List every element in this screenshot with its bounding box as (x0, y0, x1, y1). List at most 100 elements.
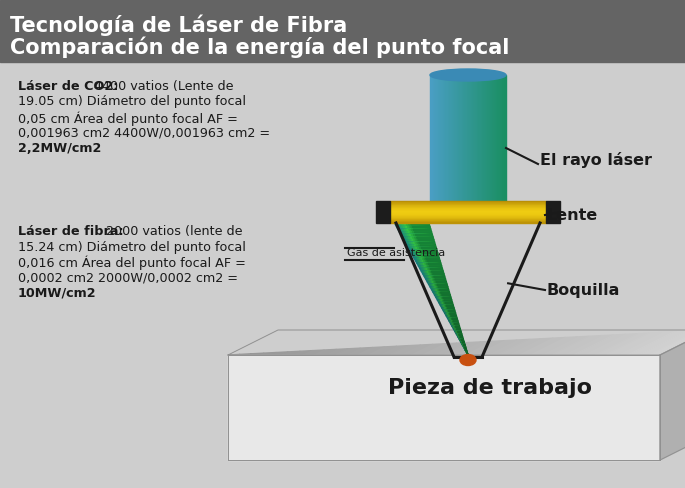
Ellipse shape (460, 354, 476, 366)
Bar (445, 75, 447, 210)
Polygon shape (461, 342, 464, 345)
Polygon shape (454, 324, 460, 326)
Polygon shape (347, 347, 373, 355)
Polygon shape (449, 316, 456, 318)
Polygon shape (434, 282, 445, 284)
Bar (448, 75, 449, 210)
Polygon shape (358, 347, 385, 355)
Polygon shape (451, 316, 457, 318)
Bar (228, 355, 660, 460)
Polygon shape (462, 345, 464, 347)
Polygon shape (427, 274, 439, 276)
Polygon shape (450, 321, 456, 324)
Polygon shape (459, 339, 462, 342)
Polygon shape (440, 297, 449, 300)
Bar (490, 75, 492, 210)
Polygon shape (462, 342, 464, 345)
Polygon shape (427, 268, 440, 271)
Polygon shape (438, 287, 449, 289)
Polygon shape (401, 234, 419, 237)
Polygon shape (416, 245, 432, 247)
Polygon shape (432, 287, 442, 289)
Polygon shape (407, 243, 424, 245)
Polygon shape (419, 264, 432, 266)
Polygon shape (453, 326, 458, 329)
Polygon shape (398, 229, 416, 232)
Polygon shape (409, 229, 427, 232)
Text: Láser de fibra:: Láser de fibra: (18, 225, 123, 238)
Polygon shape (379, 346, 409, 355)
Polygon shape (437, 287, 447, 289)
Polygon shape (435, 282, 446, 284)
Polygon shape (456, 329, 460, 331)
Polygon shape (432, 279, 444, 282)
Polygon shape (458, 331, 462, 334)
Bar (390, 218, 546, 219)
Polygon shape (454, 326, 460, 329)
Polygon shape (447, 305, 454, 308)
Polygon shape (455, 331, 459, 334)
Polygon shape (447, 316, 454, 318)
Polygon shape (428, 274, 440, 276)
Bar (499, 75, 501, 210)
Polygon shape (452, 326, 458, 329)
Polygon shape (458, 334, 461, 337)
Polygon shape (427, 282, 438, 284)
Polygon shape (443, 297, 451, 300)
Polygon shape (413, 229, 432, 232)
Text: 15.24 cm) Diámetro del punto focal: 15.24 cm) Diámetro del punto focal (18, 241, 246, 253)
Polygon shape (433, 292, 443, 295)
Polygon shape (441, 300, 450, 303)
Bar (546, 201, 560, 223)
Polygon shape (423, 343, 457, 355)
Polygon shape (429, 271, 441, 274)
Polygon shape (401, 232, 420, 234)
Polygon shape (433, 343, 469, 355)
Polygon shape (425, 255, 439, 258)
Polygon shape (420, 264, 434, 266)
Polygon shape (425, 276, 438, 279)
Polygon shape (660, 330, 685, 460)
Polygon shape (420, 245, 436, 247)
Polygon shape (466, 350, 467, 352)
Polygon shape (425, 266, 438, 268)
Polygon shape (487, 339, 530, 355)
Bar (458, 75, 459, 210)
Polygon shape (440, 305, 448, 308)
Polygon shape (432, 276, 444, 279)
Polygon shape (460, 337, 463, 339)
Polygon shape (437, 300, 446, 303)
Polygon shape (449, 321, 456, 324)
Polygon shape (425, 279, 437, 282)
Polygon shape (476, 340, 517, 355)
Bar (390, 203, 546, 204)
Polygon shape (460, 337, 463, 339)
Polygon shape (406, 243, 422, 245)
Bar (390, 219, 546, 220)
Polygon shape (434, 289, 444, 292)
Bar (390, 201, 546, 202)
Polygon shape (412, 226, 431, 229)
Polygon shape (433, 274, 445, 276)
Polygon shape (249, 353, 264, 355)
Polygon shape (440, 303, 449, 305)
Polygon shape (429, 284, 440, 287)
Polygon shape (434, 292, 444, 295)
Polygon shape (455, 329, 460, 331)
Polygon shape (457, 331, 461, 334)
Polygon shape (403, 234, 421, 237)
Polygon shape (463, 345, 465, 347)
Polygon shape (460, 339, 464, 342)
Polygon shape (416, 255, 431, 258)
Polygon shape (467, 352, 468, 355)
Polygon shape (415, 261, 429, 264)
Polygon shape (426, 258, 440, 261)
Polygon shape (425, 271, 438, 274)
Bar (390, 220, 546, 221)
Polygon shape (509, 338, 553, 355)
Polygon shape (410, 250, 425, 253)
Polygon shape (442, 295, 451, 297)
Polygon shape (402, 224, 421, 226)
Polygon shape (444, 305, 451, 308)
Polygon shape (418, 240, 435, 243)
